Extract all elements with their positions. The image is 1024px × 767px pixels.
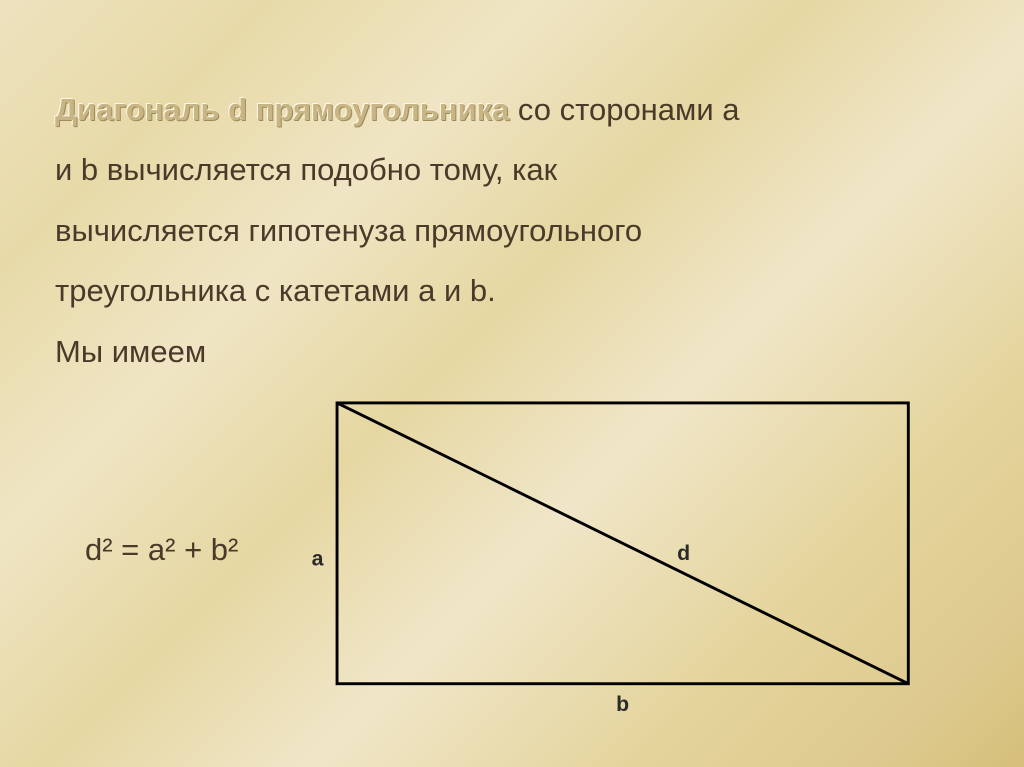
line-3: вычисляется гипотенуза прямоугольного	[55, 201, 969, 261]
rectangle-diagram: a b d	[308, 388, 918, 718]
line-5: Мы имеем	[55, 322, 969, 382]
text-block: Диагональ d прямоугольника со сторонами …	[55, 80, 969, 382]
heading-text: Диагональ d прямоугольника	[55, 92, 509, 127]
svg-text:a: a	[312, 547, 324, 571]
line-4: треугольника с катетами a и b.	[55, 261, 969, 321]
svg-text:b: b	[616, 692, 629, 716]
line-1: Диагональ d прямоугольника со сторонами …	[55, 80, 969, 140]
diagram-container: a b d	[308, 388, 918, 718]
formula: d² = a² + b²	[55, 412, 238, 568]
line-2: и b вычисляется подобно тому, как	[55, 140, 969, 200]
line-1-rest: со сторонами a	[509, 92, 739, 127]
slide: Диагональ d прямоугольника со сторонами …	[0, 0, 1024, 767]
svg-text:d: d	[677, 541, 690, 565]
